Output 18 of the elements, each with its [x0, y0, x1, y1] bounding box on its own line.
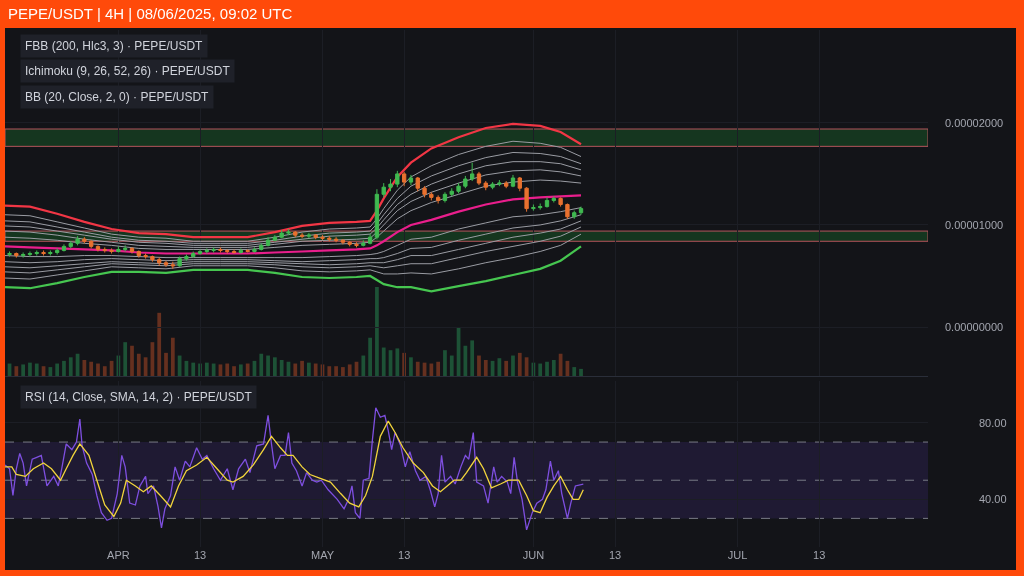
- y-tick-label: 0.00000000: [945, 320, 1004, 333]
- x-tick-label: MAY: [310, 549, 335, 561]
- annotation: RSI (14, Close, SMA, 14, 2) · PEPE/USDT: [25, 390, 253, 404]
- x-tick-label: 13: [193, 549, 207, 561]
- x-tick-label: JUL: [727, 549, 748, 561]
- x-tick-label: 13: [813, 549, 826, 561]
- x-tick-label: 13: [398, 549, 411, 561]
- annotation: Ichimoku (9, 26, 52, 26) · PEPE/USDT: [25, 64, 231, 78]
- annotation: FBB (200, Hlc3, 3) · PEPE/USDT: [25, 39, 204, 53]
- chart-title: PEPE/USDT | 4H | 08/06/2025, 09:02 UTC: [8, 5, 293, 23]
- x-tick-label: APR: [107, 549, 130, 561]
- y-tick-label: 0.00001000: [945, 218, 1004, 231]
- annotation: BB (20, Close, 2, 0) · PEPE/USDT: [25, 90, 210, 104]
- x-tick-label: JUN: [522, 549, 545, 561]
- y-tick-label: 80.00: [979, 416, 1007, 429]
- y-tick-label: 40.00: [979, 493, 1007, 506]
- y-tick-label: 0.00002000: [945, 116, 1004, 129]
- x-tick-label: 13: [608, 549, 622, 561]
